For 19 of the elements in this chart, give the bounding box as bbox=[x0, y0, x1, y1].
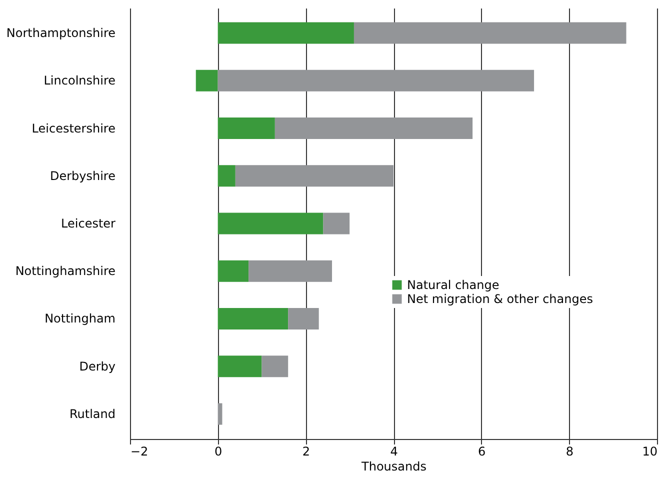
x-tick-label: 0 bbox=[214, 444, 222, 458]
x-tick-label: −2 bbox=[130, 444, 148, 458]
y-tick-label: Rutland bbox=[69, 406, 116, 421]
y-tick-label: Leicestershire bbox=[32, 121, 116, 136]
y-tick-label: Derby bbox=[79, 359, 116, 374]
x-tick-label: 2 bbox=[302, 444, 310, 458]
x-tick-label: 4 bbox=[390, 444, 398, 458]
x-axis-title: Thousands bbox=[360, 460, 426, 474]
y-tick-label: Derbyshire bbox=[50, 168, 116, 183]
y-tick-label: Nottinghamshire bbox=[15, 264, 116, 278]
x-tick-label: 6 bbox=[478, 444, 486, 458]
y-tick-label: Northamptonshire bbox=[6, 26, 116, 40]
legend-label: Natural change bbox=[407, 278, 500, 292]
x-tick-label: 8 bbox=[566, 444, 574, 458]
x-tick-label: 10 bbox=[642, 444, 658, 458]
y-tick-label: Leicester bbox=[61, 216, 116, 230]
legend-label: Net migration & other changes bbox=[407, 292, 593, 306]
y-tick-label: Lincolnshire bbox=[44, 74, 116, 88]
y-tick-label: Nottingham bbox=[44, 312, 116, 326]
